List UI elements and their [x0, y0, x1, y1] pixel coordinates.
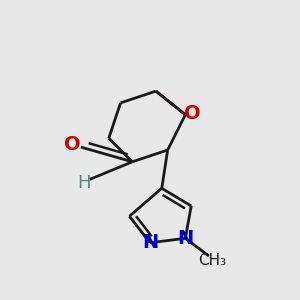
Text: O: O — [64, 135, 81, 154]
Text: CH₃: CH₃ — [198, 253, 226, 268]
Text: H: H — [77, 174, 91, 192]
Text: O: O — [184, 104, 201, 123]
Text: N: N — [142, 233, 158, 252]
Text: N: N — [177, 229, 194, 248]
